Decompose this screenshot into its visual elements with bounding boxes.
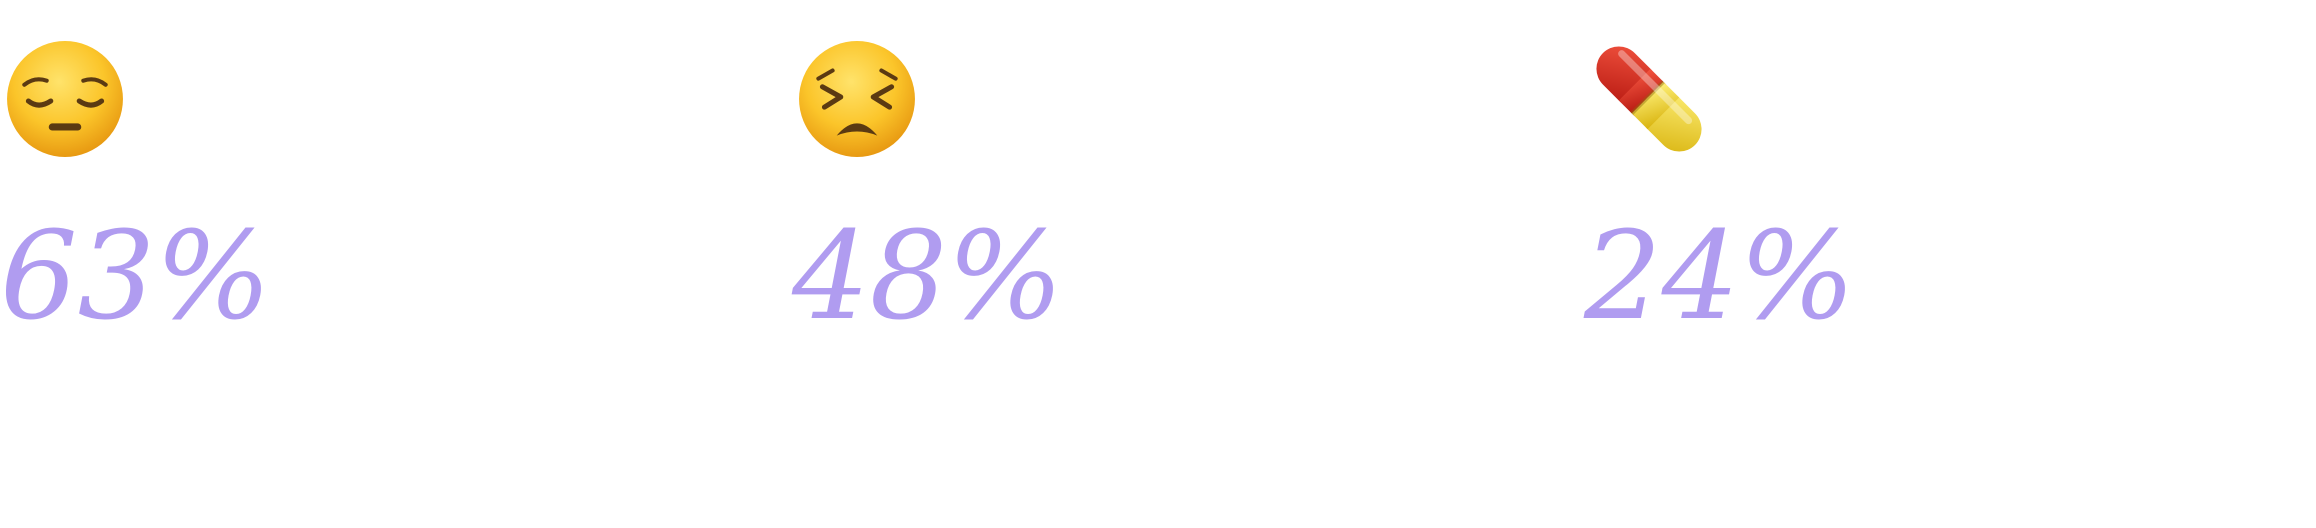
stat-persevering: 48%: [792, 0, 1492, 400]
stat-pensive: 63%: [0, 0, 700, 400]
stat-pill: 24%: [1584, 0, 2284, 400]
pill-icon: [1588, 38, 1710, 160]
persevering-face-icon: [796, 38, 918, 160]
stat-value: 63%: [0, 205, 272, 347]
pensive-face-icon: [4, 38, 126, 160]
stat-value: 24%: [1584, 205, 1856, 347]
stat-value: 48%: [792, 205, 1064, 347]
